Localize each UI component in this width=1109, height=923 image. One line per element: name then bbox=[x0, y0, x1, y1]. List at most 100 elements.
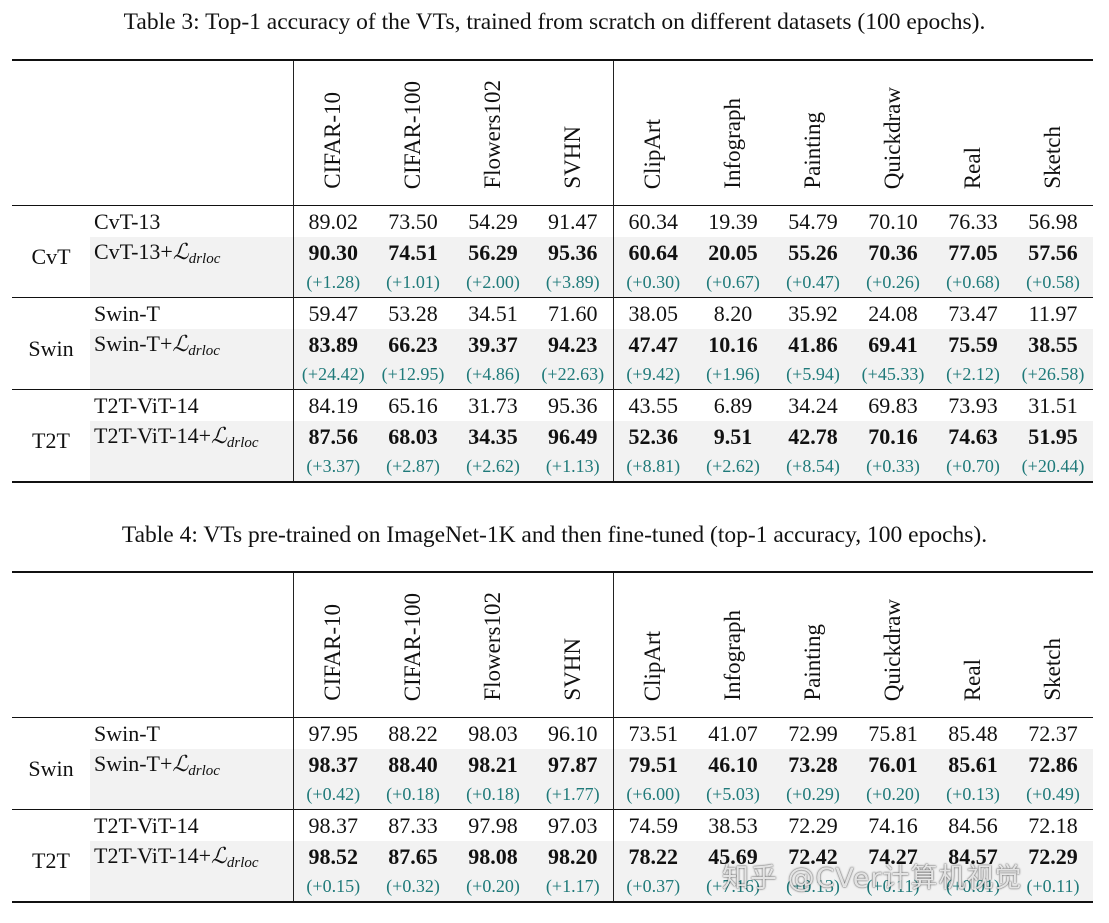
table-cell: 73.51 bbox=[612, 717, 693, 749]
model-name-drloc: T2T-ViT-14+ℒdrloc bbox=[90, 421, 293, 483]
delta-cell: (+0.42) bbox=[292, 780, 373, 810]
column-header-label: Sketch bbox=[1040, 638, 1065, 701]
delta-cell: (+0.11) bbox=[1013, 872, 1093, 903]
column-header-label: ClipArt bbox=[640, 630, 666, 701]
delta-cell: (+1.28) bbox=[292, 268, 373, 298]
delta-cell: (+0.30) bbox=[612, 268, 693, 298]
table-cell-bold: 46.10 bbox=[693, 749, 773, 780]
table-cell-bold: 69.41 bbox=[853, 329, 933, 360]
column-header: Infograph bbox=[693, 571, 773, 718]
column-header: ClipArt bbox=[612, 571, 693, 718]
table-row-base: T2T T2T-ViT-14 84.19 65.16 31.73 95.36 43.55 6.… bbox=[12, 389, 1093, 483]
delta-cell: (+0.68) bbox=[933, 268, 1013, 298]
table-cell-bold: 73.28 bbox=[773, 749, 853, 780]
model-name-drloc: T2T-ViT-14+ℒdrloc bbox=[90, 841, 293, 903]
delta-cell: (+0.49) bbox=[1013, 780, 1093, 810]
delta-cell: (+0.13) bbox=[773, 872, 853, 903]
delta-cell: (+2.00) bbox=[453, 268, 533, 298]
table-cell-bold: 51.95 bbox=[1013, 421, 1093, 452]
column-header-label: Painting bbox=[800, 624, 825, 701]
model-prefix: T2T-ViT-14+ bbox=[94, 843, 212, 868]
header-row: CIFAR-10 CIFAR-100 Flowers102 SVHN ClipArt In… bbox=[12, 59, 1093, 206]
table-cell-bold: 78.22 bbox=[612, 841, 693, 872]
delta-cell: (+0.20) bbox=[453, 872, 533, 903]
group-label: CvT bbox=[12, 205, 90, 298]
table-row-drloc: Swin-T+ℒdrloc 83.89 66.23 39.37 94.23 47.47 10… bbox=[12, 329, 1093, 390]
table-3-caption: Table 3: Top-1 accuracy of the VTs, trai… bbox=[123, 9, 986, 35]
table-cell: 31.73 bbox=[453, 389, 533, 421]
table-cell: 97.98 bbox=[453, 809, 533, 841]
delta-cell: (+5.94) bbox=[773, 360, 853, 390]
table-cell: 87.33 bbox=[373, 809, 453, 841]
table-row-drloc: T2T-ViT-14+ℒdrloc 87.56 68.03 34.35 96.49 52.… bbox=[12, 421, 1093, 483]
delta-cell: (+0.26) bbox=[853, 268, 933, 298]
table-cell: 72.99 bbox=[773, 717, 853, 749]
table-cell-bold: 20.05 bbox=[693, 237, 773, 268]
model-name-drloc: Swin-T+ℒdrloc bbox=[90, 749, 293, 810]
delta-cell: (+2.87) bbox=[373, 452, 453, 483]
delta-cell: (+2.62) bbox=[693, 452, 773, 483]
table-row-delta: (+0.15) (+0.32) (+0.20) (+1.17) (+0.37) (+7.1… bbox=[12, 872, 1093, 903]
table-cell: 91.47 bbox=[533, 205, 613, 237]
table-cell-bold: 74.63 bbox=[933, 421, 1013, 452]
table-cell-bold: 72.86 bbox=[1013, 749, 1093, 780]
table-cell-bold: 97.87 bbox=[533, 749, 613, 780]
table-row-delta: (+24.42) (+12.95) (+4.86) (+22.63) (+9.42) (+… bbox=[12, 360, 1093, 390]
delta-cell: (+0.01) bbox=[933, 872, 1013, 903]
table-cell-bold: 72.29 bbox=[1013, 841, 1093, 872]
column-header: Sketch bbox=[1013, 571, 1093, 718]
table-row-base: Swin Swin-T 97.95 88.22 98.03 96.10 73.51 41.07… bbox=[12, 717, 1093, 810]
header-blank bbox=[12, 571, 90, 718]
column-header: Infograph bbox=[693, 59, 773, 206]
delta-cell: (+3.89) bbox=[533, 268, 613, 298]
table-cell-bold: 70.16 bbox=[853, 421, 933, 452]
table-cell: 38.53 bbox=[693, 809, 773, 841]
delta-cell: (+1.96) bbox=[693, 360, 773, 390]
table-cell: 60.34 bbox=[612, 205, 693, 237]
table-cell: 34.51 bbox=[453, 297, 533, 329]
column-header: CIFAR-100 bbox=[373, 59, 453, 206]
table-cell-bold: 34.35 bbox=[453, 421, 533, 452]
table-cell-bold: 66.23 bbox=[373, 329, 453, 360]
table-row-base: Swin Swin-T 59.47 53.28 34.51 71.60 38.05 8.20 3… bbox=[12, 297, 1093, 390]
column-header: Sketch bbox=[1013, 59, 1093, 206]
column-header-label: CIFAR-100 bbox=[400, 80, 425, 189]
table-row-base: T2T T2T-ViT-14 98.37 87.33 97.98 97.03 74.59 38… bbox=[12, 809, 1093, 903]
column-header-label: ClipArt bbox=[640, 118, 666, 189]
delta-cell: (+0.18) bbox=[373, 780, 453, 810]
table-cell: 71.60 bbox=[533, 297, 613, 329]
delta-cell: (+0.29) bbox=[773, 780, 853, 810]
table-row-delta: (+0.42) (+0.18) (+0.18) (+1.77) (+6.00) (+5.0… bbox=[12, 780, 1093, 810]
delta-cell: (+0.37) bbox=[612, 872, 693, 903]
table-cell-bold: 76.01 bbox=[853, 749, 933, 780]
table-cell: 6.89 bbox=[693, 389, 773, 421]
delta-cell: (+24.42) bbox=[292, 360, 373, 390]
delta-cell: (+4.86) bbox=[453, 360, 533, 390]
header-blank bbox=[90, 571, 293, 718]
table-cell: 75.81 bbox=[853, 717, 933, 749]
model-prefix: T2T-ViT-14+ bbox=[94, 423, 212, 448]
table-cell-bold: 41.86 bbox=[773, 329, 853, 360]
table-cell: 85.48 bbox=[933, 717, 1013, 749]
table-cell-bold: 60.64 bbox=[612, 237, 693, 268]
column-header-label: SVHN bbox=[559, 638, 585, 701]
table-cell-bold: 52.36 bbox=[612, 421, 693, 452]
table-cell: 8.20 bbox=[693, 297, 773, 329]
table-cell-bold: 98.37 bbox=[292, 749, 373, 780]
table-cell: 96.10 bbox=[533, 717, 613, 749]
delta-cell: (+0.11) bbox=[853, 872, 933, 903]
table-cell: 88.22 bbox=[373, 717, 453, 749]
delta-cell: (+8.81) bbox=[612, 452, 693, 483]
delta-cell: (+3.37) bbox=[292, 452, 373, 483]
column-header-label: Quickdraw bbox=[880, 86, 905, 189]
delta-cell: (+20.44) bbox=[1013, 452, 1093, 483]
table-cell: 69.83 bbox=[853, 389, 933, 421]
column-header: SVHN bbox=[533, 59, 613, 206]
table-cell: 95.36 bbox=[533, 389, 613, 421]
table-cell: 74.59 bbox=[612, 809, 693, 841]
table-cell: 43.55 bbox=[612, 389, 693, 421]
header-row: CIFAR-10 CIFAR-100 Flowers102 SVHN ClipArt In… bbox=[12, 571, 1093, 718]
table-cell-bold: 83.89 bbox=[292, 329, 373, 360]
table-cell: 56.98 bbox=[1013, 205, 1093, 237]
table-cell-bold: 87.56 bbox=[292, 421, 373, 452]
